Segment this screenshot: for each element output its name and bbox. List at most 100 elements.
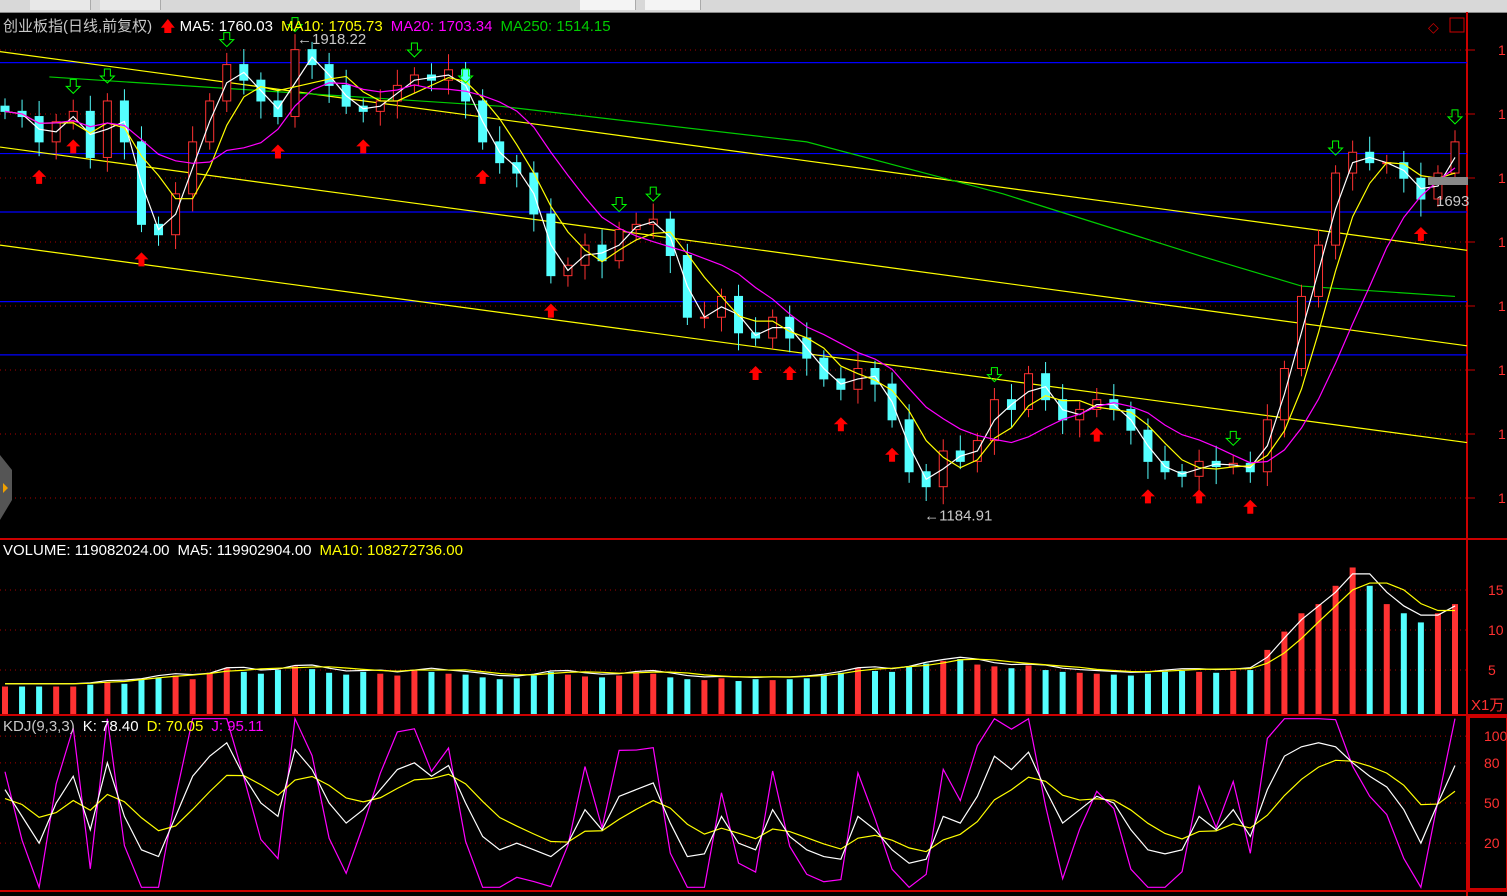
price-tick-label: 1 — [1498, 426, 1506, 442]
volume-bar — [923, 663, 930, 714]
volume-bar — [189, 679, 196, 714]
volume-bar — [991, 666, 998, 714]
buy-arrow-icon — [1243, 499, 1258, 514]
ma5-line — [4, 56, 1456, 481]
volume-bar — [1315, 604, 1322, 714]
ma250-line — [49, 76, 1456, 298]
ma20-value: MA20: 1703.34 — [390, 18, 493, 35]
kdj-k-line — [4, 741, 1456, 864]
ma10-line — [4, 75, 1456, 470]
expand-arrow-icon — [3, 483, 8, 493]
sell-arrow-icon — [406, 42, 423, 58]
kdj-tick-label: 100 — [1484, 728, 1507, 744]
buy-arrow-icon — [1089, 427, 1104, 442]
kdj-d-line — [4, 759, 1456, 853]
volume-bar — [1162, 671, 1168, 714]
volume-bar — [326, 672, 333, 714]
volume-bar — [2, 686, 8, 714]
price-tick-label: 1 — [1498, 170, 1506, 186]
volume-bar — [394, 675, 401, 714]
price-tick-label: 1 — [1498, 362, 1506, 378]
sell-arrow-icon — [218, 32, 235, 48]
price-panel-header: 创业板指(日线,前复权) 🡅 MA5: 1760.03 MA10: 1705.73 MA… — [3, 15, 619, 41]
sell-arrow-icon — [1446, 109, 1464, 125]
candle-body — [0, 105, 10, 112]
volume-bar — [599, 677, 606, 714]
kdj-panel-header: KDJ(9,3,3) K: 78.40 D: 70.05 J: 95.11 — [3, 718, 272, 735]
window-toggle-icon — [1449, 17, 1465, 33]
volume-bar — [377, 673, 384, 714]
toolbar-tab[interactable] — [100, 0, 161, 10]
volume-bar — [223, 668, 230, 714]
volume-bar — [309, 669, 316, 714]
kdj-d-value: D: 70.05 — [146, 718, 204, 735]
volume-bar — [837, 672, 844, 714]
volume-bar — [957, 659, 964, 714]
volume-bar — [1383, 604, 1390, 714]
volume-bar — [1366, 585, 1373, 714]
volume-bar — [428, 671, 435, 714]
kdj-j-value: J: 95.11 — [211, 718, 264, 735]
trend-line — [0, 51, 1468, 251]
volume-bar — [684, 679, 691, 714]
volume-bar — [292, 666, 298, 714]
high-price-label: ←1918.22 — [297, 31, 366, 48]
volume-bar — [462, 674, 469, 714]
volume-bar — [274, 670, 281, 714]
buy-arrow-icon — [748, 365, 763, 380]
volume-bar — [1042, 670, 1049, 714]
volume-tick-label: 15 — [1488, 582, 1504, 598]
volume-bar — [1025, 665, 1032, 714]
last-price-label: 1693 — [1436, 193, 1469, 210]
volume-bar — [667, 677, 674, 714]
volume-bar — [343, 674, 350, 714]
kdj-j-line — [4, 716, 1456, 890]
volume-ma5-value: MA5: 119902904.00 — [177, 542, 312, 559]
volume-bar — [1400, 613, 1407, 714]
volume-bar — [701, 680, 708, 714]
volume-bar — [70, 686, 77, 714]
ma250-value: MA250: 1514.15 — [500, 18, 611, 35]
volume-bar — [1264, 649, 1271, 714]
low-price-label: ←1184.91 — [924, 507, 992, 524]
trend-line — [0, 244, 1468, 444]
volume-bar — [616, 675, 623, 714]
volume-ma10-line — [5, 582, 1455, 685]
volume-bar — [360, 671, 367, 714]
volume-bar — [1076, 672, 1083, 714]
sell-arrow-icon — [99, 68, 116, 84]
toolbar-tab[interactable] — [580, 0, 636, 10]
volume-value: VOLUME: 119082024.00 — [3, 542, 170, 559]
toolbar-tab[interactable] — [645, 0, 701, 10]
volume-bar — [1110, 674, 1117, 714]
buy-arrow-icon — [833, 417, 848, 432]
volume-bar — [1332, 585, 1339, 714]
ma20-line — [4, 82, 1456, 464]
toolbar-tab[interactable] — [30, 0, 91, 10]
volume-bar — [1127, 675, 1134, 714]
buy-arrow-icon — [885, 447, 900, 462]
ma5-value: MA5: 1760.03 — [179, 18, 273, 35]
volume-bar — [513, 678, 520, 714]
volume-bar — [1452, 604, 1458, 714]
volume-bar — [257, 673, 264, 714]
volume-bar — [1059, 671, 1066, 714]
volume-bar — [1281, 631, 1288, 714]
volume-bar — [769, 680, 776, 714]
kdj-tick-label: 50 — [1484, 795, 1500, 811]
ma10-value: MA10: 1705.73 — [281, 18, 383, 35]
buy-arrow-icon — [32, 169, 47, 184]
sell-arrow-icon — [986, 367, 1003, 383]
volume-bar — [889, 671, 896, 714]
buy-arrow-icon — [475, 169, 490, 184]
price-tick-label: 1 — [1498, 298, 1506, 314]
buy-arrow-icon — [134, 252, 149, 267]
volume-bar — [36, 686, 43, 714]
buy-arrow-icon — [356, 139, 371, 154]
price-tick-label: 1 — [1498, 106, 1506, 122]
volume-bar — [633, 672, 640, 714]
buy-arrow-icon — [543, 303, 558, 318]
volume-bar — [172, 675, 179, 714]
volume-bar — [1417, 622, 1424, 714]
